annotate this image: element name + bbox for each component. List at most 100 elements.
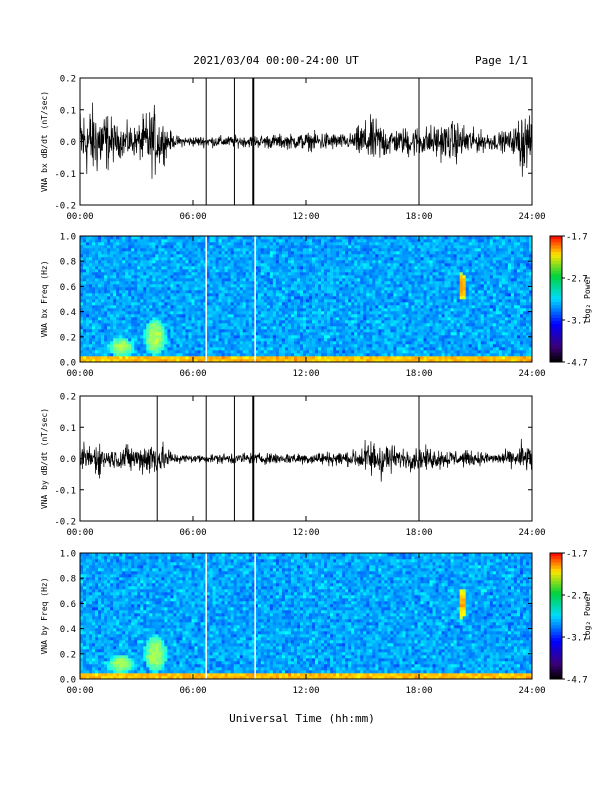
spectrogram-cell (432, 254, 436, 258)
x-axis-label: Universal Time (hh:mm) (229, 712, 375, 725)
spectrogram-cell (218, 275, 222, 279)
spectrogram-cell (278, 332, 283, 336)
spectrogram-cell (209, 278, 213, 282)
spectrogram-cell (432, 269, 436, 273)
spectrogram-cell (173, 341, 177, 345)
spectrogram-cell (236, 359, 240, 363)
spectrogram-cell (306, 245, 310, 249)
spectrogram-cell (278, 314, 283, 318)
spectrogram-cell (312, 353, 316, 357)
spectrogram-cell (333, 263, 337, 267)
spectrogram-cell (381, 305, 385, 309)
spectrogram-cell (393, 263, 397, 267)
spectrogram-cell (330, 266, 334, 270)
spectrogram-cell (176, 290, 180, 294)
spectrogram-cell (128, 323, 132, 327)
spectrogram-cell (432, 311, 436, 315)
spectrogram-cell (405, 263, 409, 267)
spectrogram-cell (381, 275, 385, 279)
spectrogram-cell (393, 245, 397, 249)
spectrogram-cell (381, 296, 385, 300)
spectrogram-cell (396, 245, 400, 249)
spectrogram-cell (299, 263, 304, 267)
spectrogram-cell (266, 350, 271, 354)
spectrogram-cell (281, 356, 286, 360)
spectrogram-cell (167, 287, 171, 291)
spectrogram-cell (293, 338, 298, 342)
spectrogram-cell (348, 293, 352, 297)
spectrogram-cell (167, 347, 171, 351)
spectrogram-cell (260, 266, 265, 270)
spectrogram-cell (218, 260, 222, 264)
spectrogram-cell (266, 305, 271, 309)
spectrogram-cell (104, 356, 108, 360)
spectrogram-cell (296, 251, 301, 255)
spectrogram-cell (215, 251, 219, 255)
spectrogram-cell (396, 281, 400, 285)
spectrogram-cell (80, 257, 84, 261)
spectrogram-cell (227, 290, 231, 294)
spectrogram-cell (269, 242, 274, 246)
spectrogram-cell (203, 302, 207, 306)
spectrogram-cell (245, 338, 250, 342)
spectrogram-cell (242, 239, 247, 243)
spectrogram-cell (269, 266, 274, 270)
spectrogram-cell (242, 314, 247, 318)
spectrogram-cell (242, 236, 247, 240)
spectrogram-cell (131, 266, 135, 270)
spectrogram-cell (137, 242, 141, 246)
spectrogram-cell (179, 338, 183, 342)
spectrogram-cell (212, 314, 216, 318)
spectrogram-cell (272, 329, 277, 333)
spectrogram-cell (387, 239, 391, 243)
spectrogram-cell (354, 353, 358, 357)
spectrogram-cell (95, 311, 99, 315)
spectrogram-cell (242, 263, 247, 267)
spectrogram-cell (420, 284, 424, 288)
spectrogram-cell (384, 335, 388, 339)
spectrogram-cell (272, 302, 277, 306)
spectrogram-cell (333, 281, 337, 285)
spectrogram-cell (122, 359, 126, 363)
spectrogram-cell (318, 308, 322, 312)
spectrogram-cell (266, 317, 271, 321)
spectrogram-cell (330, 347, 334, 351)
spectrogram-cell (134, 329, 138, 333)
spectrogram-cell (333, 317, 337, 321)
spectrogram-cell (399, 326, 403, 330)
spectrogram-cell (281, 311, 286, 315)
spectrogram-cell (137, 251, 141, 255)
spectrogram-cell (327, 353, 331, 357)
spectrogram-cell (257, 248, 262, 252)
spectrogram-cell (101, 320, 105, 324)
spectrogram-cell (423, 326, 427, 330)
spectrogram-cell (245, 236, 250, 240)
spectrogram-cell (245, 329, 250, 333)
spectrogram-cell (200, 350, 204, 354)
spectrogram-cell (312, 356, 316, 360)
spectrogram-cell (372, 350, 376, 354)
x-tick-label: 18:00 (405, 212, 432, 222)
spectrogram-cell (176, 260, 180, 264)
spectrogram-cell (327, 242, 331, 246)
spectrogram-cell (306, 275, 310, 279)
spectrogram-cell (411, 245, 415, 249)
spectrogram-cell (390, 347, 394, 351)
spectrogram-cell (275, 260, 280, 264)
spectrogram-cell (417, 296, 421, 300)
spectrogram-cell (417, 308, 421, 312)
spectrogram-cell (336, 290, 340, 294)
spectrogram-cell (134, 236, 138, 240)
spectrogram-cell (390, 338, 394, 342)
spectrogram-cell (86, 284, 90, 288)
spectrogram-cell (408, 311, 412, 315)
spectrogram-cell (206, 245, 210, 249)
spectrogram-cell (366, 341, 370, 345)
spectrogram-cell (131, 338, 135, 342)
spectrogram-cell (197, 257, 201, 261)
spectrogram-cell (281, 341, 286, 345)
spectrogram-cell (417, 332, 421, 336)
spectrogram-cell (390, 296, 394, 300)
spectrogram-cell (260, 317, 265, 321)
spectrogram-cell (140, 257, 144, 261)
